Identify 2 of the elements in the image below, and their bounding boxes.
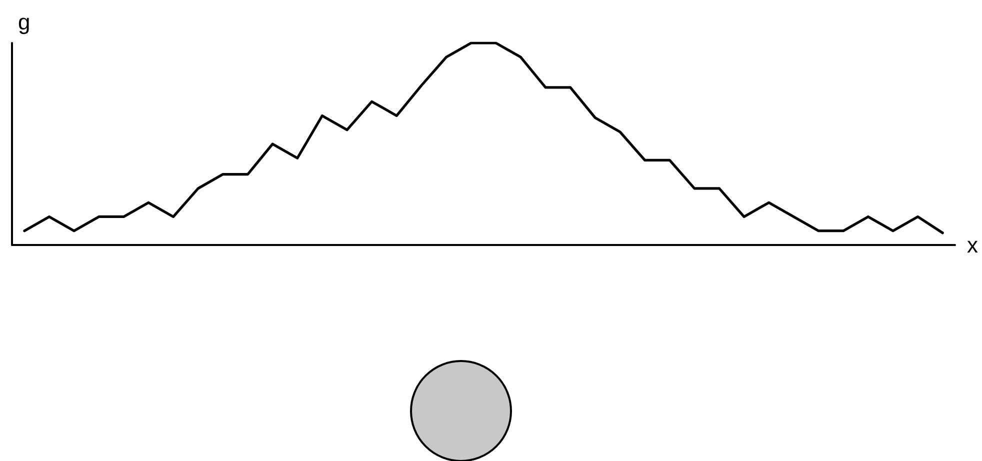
y-axis-title: g <box>18 10 30 34</box>
x-axis-title: x <box>967 232 978 258</box>
